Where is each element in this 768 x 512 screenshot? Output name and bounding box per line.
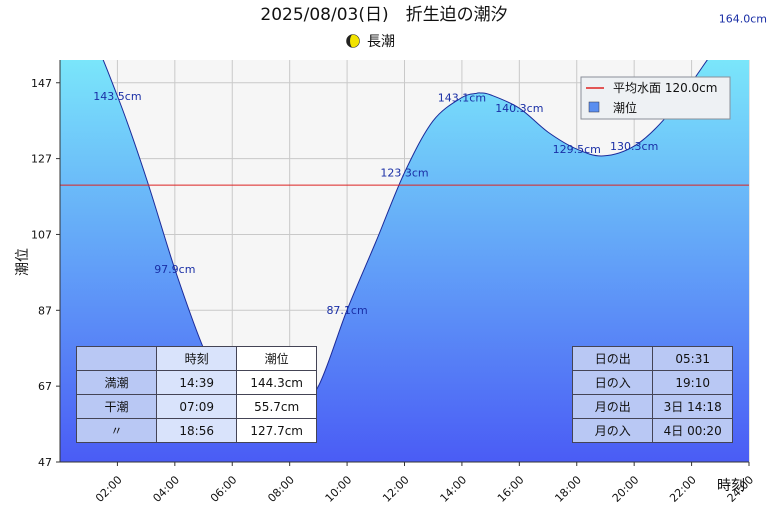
- tide-time-cell: 07:09: [156, 394, 238, 419]
- tide-level-cell: 55.7cm: [236, 394, 317, 419]
- y-tick-label: 107: [31, 228, 52, 241]
- data-point-label: 87.1cm: [326, 304, 367, 317]
- tide-type-cell: 干潮: [75, 394, 158, 419]
- data-point-label: 143.5cm: [93, 90, 141, 103]
- x-axis-label: 時刻: [717, 478, 745, 494]
- table-row: 満潮 14:39 144.3cm: [75, 370, 317, 395]
- x-axis-ticks: 02:00 04:00 06:00 08:00 10:00 12:00 14:00 16:00…: [93, 462, 756, 505]
- table-row: 日の入 19:10: [571, 370, 733, 395]
- tide-name-label: 長潮: [367, 34, 395, 50]
- table-row: 月の入 4日 00:20: [571, 418, 733, 443]
- legend-mean-label: 平均水面 120.0cm: [613, 81, 717, 95]
- tide-type-cell: 満潮: [75, 370, 158, 395]
- x-tick-label: 06:00: [208, 473, 240, 505]
- tide-table-header-level: 潮位: [236, 346, 317, 371]
- sun-moon-label-cell: 月の出: [571, 394, 654, 419]
- data-point-label: 97.9cm: [154, 263, 195, 276]
- tide-type-cell: 〃: [75, 418, 158, 443]
- data-point-label: 123.3cm: [380, 167, 428, 180]
- legend: 平均水面 120.0cm 潮位: [580, 76, 731, 120]
- y-axis-ticks: 47 67 87 107 127 147: [31, 77, 60, 469]
- y-tick-label: 67: [38, 380, 52, 393]
- chart-title: 2025/08/03(日) 折生迫の潮汐: [260, 5, 507, 25]
- legend-tide-swatch: [588, 101, 600, 113]
- x-tick-label: 12:00: [380, 473, 412, 505]
- data-point-label: 130.3cm: [610, 140, 658, 153]
- sun-moon-value-cell: 05:31: [652, 346, 733, 371]
- tide-name: 長潮: [346, 34, 395, 50]
- tide-level-cell: 144.3cm: [236, 370, 317, 395]
- y-tick-label: 87: [38, 304, 52, 317]
- x-tick-label: 18:00: [552, 473, 584, 505]
- legend-box: [580, 76, 731, 120]
- x-tick-label: 04:00: [150, 473, 182, 505]
- tide-table-header: 時刻 潮位: [75, 346, 317, 371]
- sun-moon-table: 日の出 05:31 日の入 19:10 月の出 3日 14:18 月の入 4日 …: [571, 346, 733, 443]
- legend-tide-label: 潮位: [613, 100, 637, 115]
- tide-level-cell: 127.7cm: [236, 418, 317, 443]
- x-tick-label: 14:00: [438, 473, 470, 505]
- y-axis-label: 潮位: [15, 248, 31, 276]
- tide-table-header-blank: [75, 346, 158, 371]
- y-tick-label: 127: [31, 153, 52, 166]
- moon-shadow: [346, 34, 353, 48]
- tide-time-cell: 18:56: [156, 418, 238, 443]
- data-point-label: 143.1cm: [438, 92, 486, 105]
- tide-curve: [102, 60, 708, 430]
- tide-time-cell: 14:39: [156, 370, 238, 395]
- sun-moon-value-cell: 19:10: [652, 370, 733, 395]
- data-point-label: 164.0cm: [719, 12, 767, 25]
- x-tick-label: 02:00: [93, 473, 125, 505]
- tide-table: 時刻 潮位 満潮 14:39 144.3cm 干潮 07:09 55.7cm 〃…: [75, 346, 317, 443]
- sun-moon-value-cell: 4日 00:20: [652, 418, 733, 443]
- sun-moon-label-cell: 日の入: [571, 370, 654, 395]
- sun-moon-label-cell: 月の入: [571, 418, 654, 443]
- sun-moon-value-cell: 3日 14:18: [652, 394, 733, 419]
- tide-table-header-time: 時刻: [156, 346, 238, 371]
- x-tick-label: 16:00: [495, 473, 527, 505]
- table-row: 月の出 3日 14:18: [571, 394, 733, 419]
- y-tick-label: 147: [31, 77, 52, 90]
- y-tick-label: 47: [38, 456, 52, 469]
- x-tick-label: 10:00: [323, 473, 355, 505]
- table-row: 干潮 07:09 55.7cm: [75, 394, 317, 419]
- table-row: 〃 18:56 127.7cm: [75, 418, 317, 443]
- data-point-label: 140.3cm: [495, 102, 543, 115]
- x-tick-label: 08:00: [265, 473, 297, 505]
- x-tick-label: 22:00: [667, 473, 699, 505]
- data-point-label: 129.5cm: [553, 143, 601, 156]
- x-tick-label: 20:00: [610, 473, 642, 505]
- table-row: 日の出 05:31: [571, 346, 733, 371]
- sun-moon-label-cell: 日の出: [571, 346, 654, 371]
